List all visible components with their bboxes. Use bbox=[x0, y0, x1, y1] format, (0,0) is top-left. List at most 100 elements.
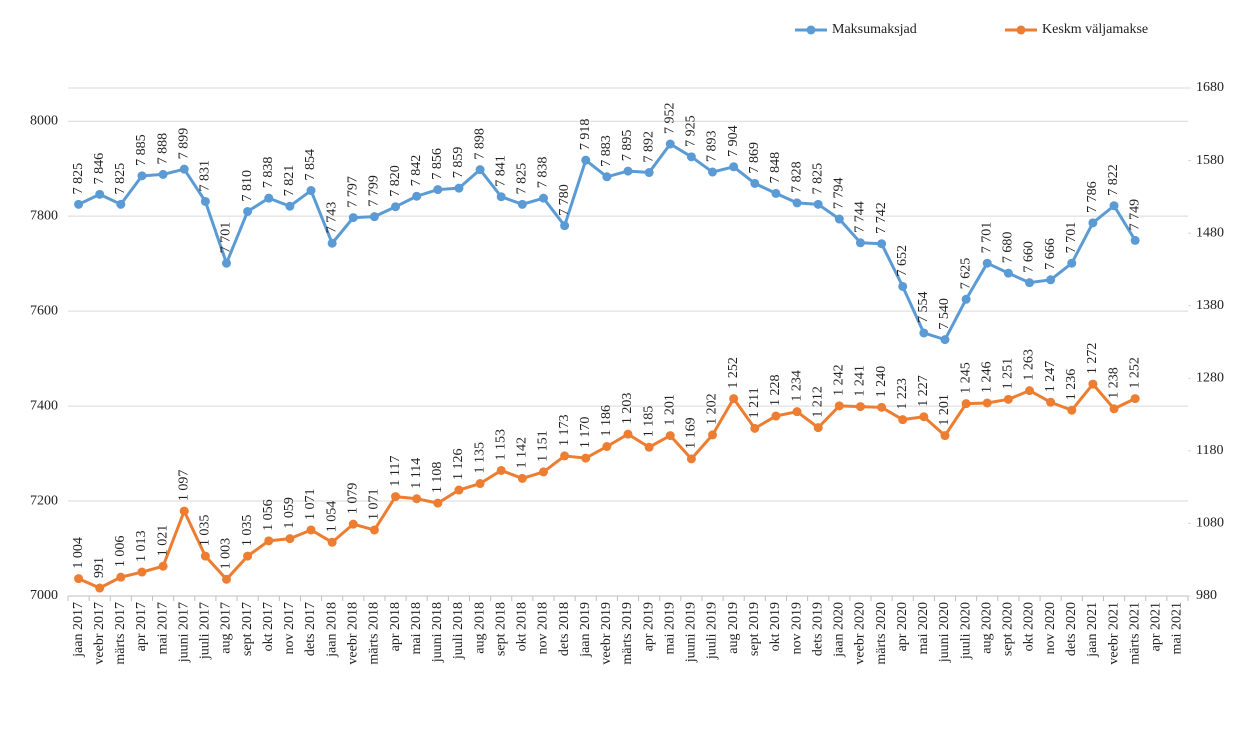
x-tick-label: mai 2017 bbox=[155, 602, 170, 655]
value-label: 1 153 bbox=[493, 429, 508, 460]
value-label: 1 211 bbox=[747, 387, 762, 418]
data-point bbox=[348, 519, 358, 529]
value-label: 1 151 bbox=[536, 430, 551, 462]
value-label: 7 885 bbox=[134, 134, 149, 166]
data-point bbox=[940, 431, 950, 441]
y2-tick-label: 1680 bbox=[1196, 80, 1224, 95]
x-tick-label: dets 2019 bbox=[810, 602, 825, 656]
data-point bbox=[708, 430, 718, 440]
value-label: 7 825 bbox=[71, 163, 86, 195]
data-point bbox=[771, 188, 781, 198]
x-tick-label: juuli 2020 bbox=[958, 602, 973, 660]
x-tick-label: sept 2019 bbox=[747, 602, 762, 656]
data-point bbox=[623, 429, 633, 439]
data-point bbox=[560, 221, 570, 231]
value-label: 7 895 bbox=[620, 130, 635, 162]
data-point bbox=[433, 498, 443, 508]
data-point bbox=[602, 172, 612, 182]
x-tick-label: jaan 2018 bbox=[324, 602, 339, 658]
value-label: 7 841 bbox=[493, 155, 508, 186]
legend-marker bbox=[806, 25, 816, 35]
value-label: 7 744 bbox=[853, 201, 868, 233]
x-tick-label: veebr 2020 bbox=[853, 602, 868, 665]
value-label: 1 203 bbox=[620, 393, 635, 425]
x-tick-label: juuni 2020 bbox=[937, 602, 952, 663]
legend-label: Keskm väljamakse bbox=[1042, 22, 1148, 37]
data-point bbox=[1067, 258, 1077, 268]
data-point bbox=[729, 162, 739, 172]
data-point bbox=[348, 213, 358, 223]
data-point bbox=[813, 423, 823, 433]
value-label: 1 263 bbox=[1022, 349, 1037, 381]
data-point bbox=[179, 506, 189, 516]
value-label: 1 201 bbox=[937, 394, 952, 426]
value-label: 7 854 bbox=[303, 149, 318, 181]
value-label: 7 838 bbox=[261, 157, 276, 189]
data-point bbox=[475, 479, 485, 489]
data-point bbox=[982, 398, 992, 408]
value-label: 7 794 bbox=[832, 178, 847, 210]
x-tick-label: juuni 2018 bbox=[430, 602, 445, 663]
x-tick-label: mai 2019 bbox=[662, 602, 677, 655]
x-tick-label: jaan 2019 bbox=[578, 602, 593, 658]
value-label: 1 056 bbox=[261, 499, 276, 531]
y-tick-label: 7600 bbox=[30, 303, 58, 318]
value-label: 1 114 bbox=[409, 458, 424, 489]
value-label: 7 742 bbox=[874, 202, 889, 234]
data-point bbox=[95, 189, 105, 199]
y2-tick-label: 1080 bbox=[1196, 516, 1224, 531]
data-point bbox=[581, 155, 591, 165]
value-label: 1 246 bbox=[979, 361, 994, 393]
value-label: 1 117 bbox=[388, 456, 403, 487]
data-point bbox=[919, 412, 929, 422]
value-label: 1 228 bbox=[768, 375, 783, 407]
value-label: 1 169 bbox=[684, 417, 699, 449]
x-tick-label: apr 2020 bbox=[895, 602, 910, 651]
value-label: 7 869 bbox=[747, 142, 762, 174]
value-label: 7 952 bbox=[662, 103, 677, 135]
value-label: 7 842 bbox=[409, 155, 424, 187]
x-tick-label: veebr 2021 bbox=[1106, 602, 1121, 665]
data-point bbox=[412, 191, 422, 201]
value-label: 1 003 bbox=[219, 538, 234, 570]
data-point bbox=[74, 574, 84, 584]
value-label: 7 848 bbox=[768, 152, 783, 184]
value-label: 1 251 bbox=[1001, 358, 1016, 390]
data-point bbox=[412, 494, 422, 504]
y-tick-label: 7000 bbox=[30, 588, 58, 603]
value-label: 1 238 bbox=[1106, 367, 1121, 399]
data-point bbox=[74, 199, 84, 209]
y2-tick-label: 980 bbox=[1196, 588, 1217, 603]
x-tick-label: aug 2018 bbox=[472, 602, 487, 654]
x-tick-label: aug 2017 bbox=[219, 602, 234, 654]
x-tick-label: nov 2020 bbox=[1043, 602, 1058, 655]
x-tick-label: märts 2020 bbox=[874, 602, 889, 665]
x-tick-label: sept 2020 bbox=[1001, 602, 1016, 656]
value-label: 7 743 bbox=[324, 202, 339, 234]
data-point bbox=[369, 212, 379, 222]
data-point bbox=[1046, 275, 1056, 285]
value-label: 7 883 bbox=[599, 135, 614, 167]
x-tick-label: juuli 2019 bbox=[705, 602, 720, 660]
data-point bbox=[581, 453, 591, 463]
x-tick-label: märts 2019 bbox=[620, 602, 635, 665]
value-label: 7 822 bbox=[1106, 164, 1121, 196]
value-label: 1 252 bbox=[726, 357, 741, 389]
y2-tick-label: 1480 bbox=[1196, 225, 1224, 240]
data-point bbox=[1088, 379, 1098, 389]
value-label: 1 170 bbox=[578, 417, 593, 449]
value-label: 7 825 bbox=[810, 163, 825, 195]
x-tick-label: märts 2018 bbox=[367, 602, 382, 665]
data-point bbox=[243, 551, 253, 561]
value-label: 1 004 bbox=[71, 537, 86, 569]
value-label: 1 006 bbox=[113, 536, 128, 568]
x-tick-label: juuli 2017 bbox=[198, 602, 213, 660]
data-point bbox=[517, 473, 527, 483]
data-point bbox=[454, 183, 464, 193]
y-tick-label: 7200 bbox=[30, 493, 58, 508]
value-label: 7 904 bbox=[726, 125, 741, 157]
value-label: 7 893 bbox=[705, 131, 720, 163]
value-label: 1 173 bbox=[557, 414, 572, 446]
x-tick-label: mai 2021 bbox=[1170, 602, 1185, 655]
data-point bbox=[475, 165, 485, 175]
